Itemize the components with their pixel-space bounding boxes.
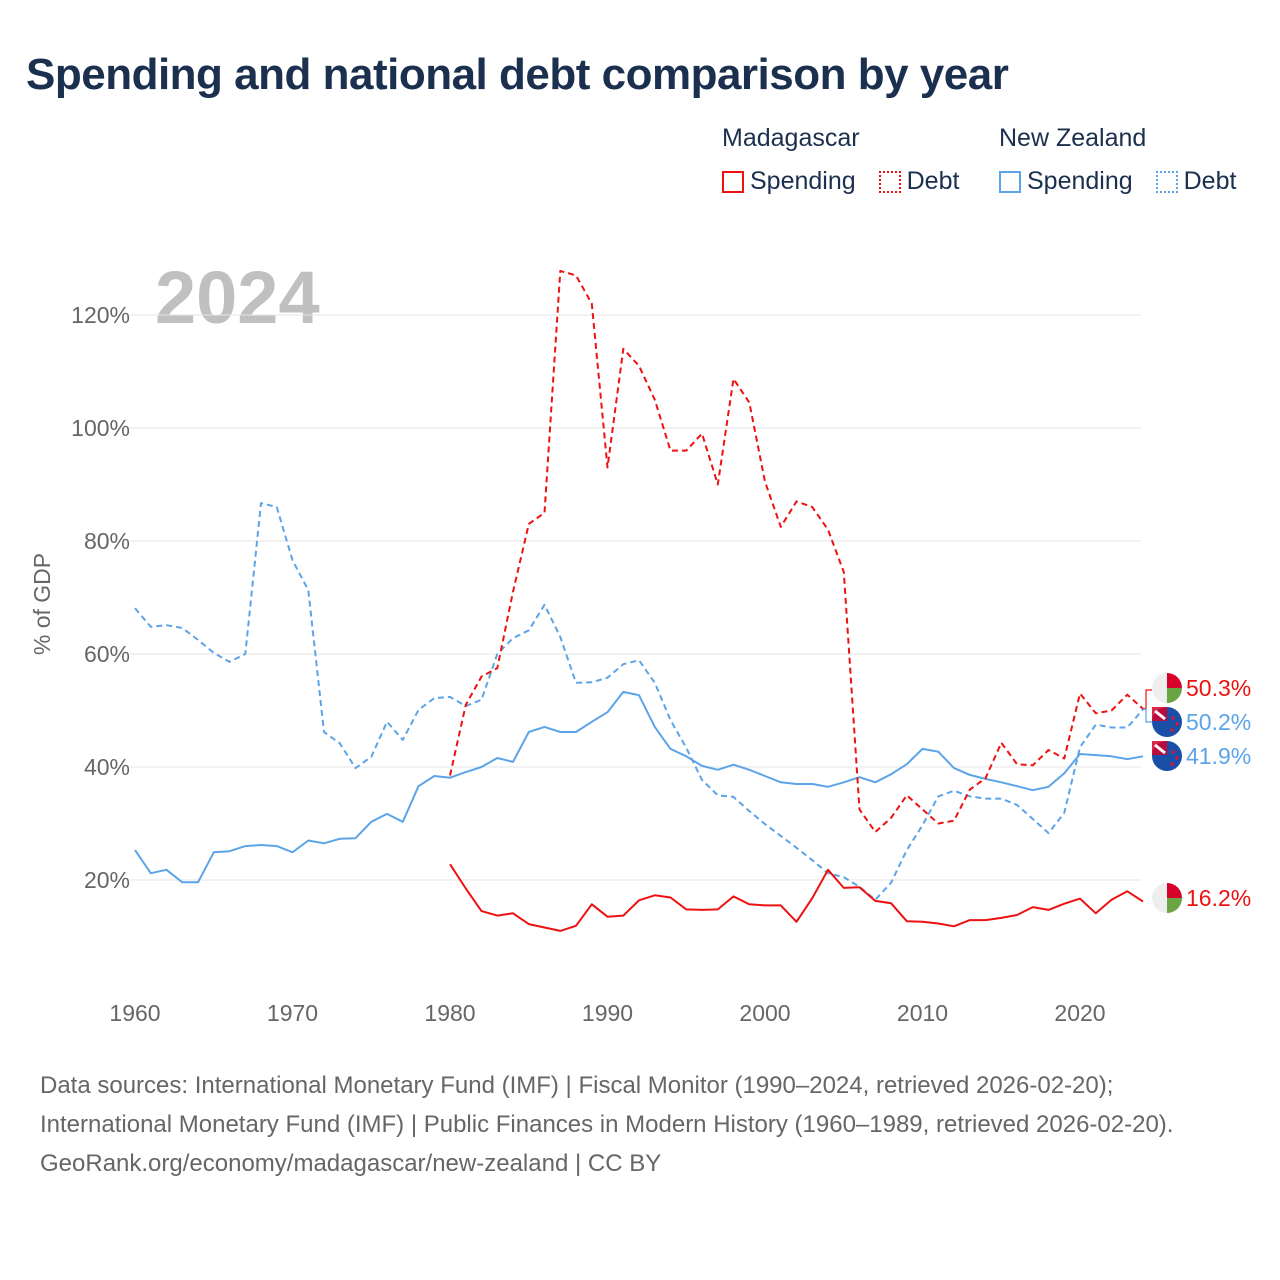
end-value-label: 41.9% [1186,743,1251,769]
credit-link[interactable]: GeoRank.org/economy/madagascar/new-zeala… [40,1150,662,1177]
x-tick-label: 2010 [897,1000,948,1026]
x-tick-label: 1990 [582,1000,633,1026]
end-value-label: 16.2% [1186,885,1251,911]
connector [1143,708,1152,723]
connector [1143,689,1152,710]
data-sources: Data sources: International Monetary Fun… [40,1072,1174,1138]
x-tick-label: 2000 [739,1000,790,1026]
series-line-new-zealand-spending [134,690,1144,884]
legend-madagascar: Madagascar Spending Debt [722,124,975,200]
dotted-swatch-icon [1155,170,1178,193]
x-tick-label: 1980 [424,1000,475,1026]
y-tick-label: 100% [71,415,130,441]
madagascar-flag-icon [1152,883,1182,913]
year-label: 2024 [155,256,320,339]
x-tick-label: 1960 [109,1000,160,1026]
end-value-label: 50.2% [1186,709,1251,735]
legend-label: Spending [1027,167,1133,195]
legend-nz-debt[interactable]: Debt [1155,167,1237,196]
legend-group-name: New Zealand [999,124,1147,152]
madagascar-flag-icon [1152,673,1182,703]
x-tick-label: 1970 [267,1000,318,1026]
footer: Data sources: International Monetary Fun… [40,1066,1240,1183]
legend-new-zealand: New Zealand Spending Debt [999,124,1236,200]
dotted-swatch-icon [878,170,901,193]
new-zealand-flag-icon [1152,707,1182,737]
y-tick-label: 20% [84,867,130,893]
solid-swatch-icon [999,170,1021,193]
legend-group-name: Madagascar [722,124,860,152]
y-axis-label: % of GDP [29,553,55,655]
chart-title: Spending and national debt comparison by… [26,50,1009,99]
legend-label: Debt [906,167,960,195]
new-zealand-flag-icon [1152,741,1182,771]
y-tick-label: 40% [84,754,130,780]
x-tick-label: 2020 [1054,1000,1105,1026]
solid-swatch-icon [722,170,744,193]
y-tick-label: 80% [84,528,130,554]
end-value-label: 50.3% [1186,675,1251,701]
series-line-madagascar-debt [449,269,1144,833]
legend-madagascar-debt[interactable]: Debt [878,167,960,196]
series-line-madagascar-spending [449,863,1144,932]
series-line-new-zealand-debt [134,502,1144,901]
legend-label: Spending [750,167,856,195]
y-tick-label: 120% [71,302,130,328]
y-tick-label: 60% [84,641,130,667]
legend-madagascar-spending[interactable]: Spending [722,167,856,196]
legend-nz-spending[interactable]: Spending [999,167,1133,196]
legend-label: Debt [1183,167,1237,195]
